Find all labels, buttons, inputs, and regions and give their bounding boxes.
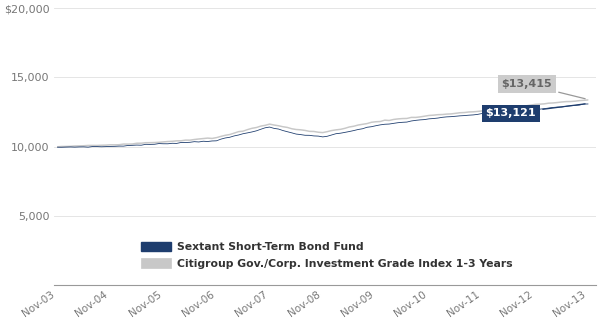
Text: $13,121: $13,121 — [485, 104, 585, 119]
Text: $13,415: $13,415 — [502, 79, 585, 99]
Legend: Sextant Short-Term Bond Fund, Citigroup Gov./Corp. Investment Grade Index 1-3 Ye: Sextant Short-Term Bond Fund, Citigroup … — [140, 242, 513, 269]
